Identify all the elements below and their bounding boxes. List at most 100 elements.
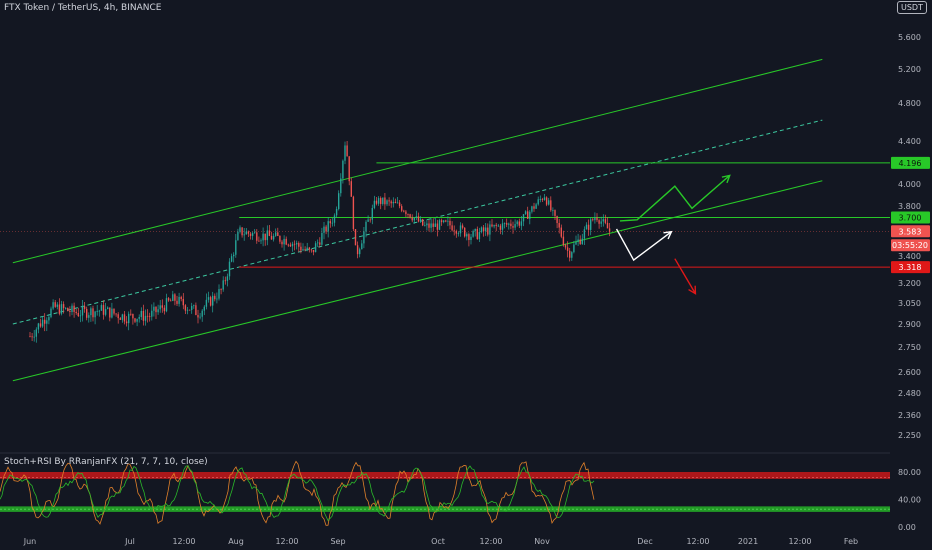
candle-body [346,145,348,157]
candle-body [499,225,502,230]
candle-body [403,210,405,212]
price-label-text: 03:55:20 [892,241,928,250]
candle-body [508,223,510,225]
candle-body [258,240,260,242]
candle-body [111,308,113,318]
candle-body [432,223,434,227]
candle-body [113,308,115,314]
candle-body [331,222,334,224]
candle-body [138,316,140,319]
time-tick-label: 12:00 [479,537,502,546]
candle-body [83,306,86,309]
candle-body [356,245,359,255]
candle-body [587,224,590,230]
candle-body [264,233,266,241]
price-tick-label: 3.400 [898,252,921,261]
indicator-band [0,472,890,479]
candle-body [291,243,294,247]
candle-body [151,310,153,317]
candle-body [485,227,487,232]
candle-body [516,221,518,225]
price-labels: 4.196 3.700 3.583 03:55:20 3.318 [891,156,930,274]
time-tick-label: Aug [228,537,244,546]
candle-body [134,318,136,322]
candle-body [239,227,241,232]
candle-body [501,223,504,230]
candle-body [96,311,98,312]
candle-body [243,234,245,236]
price-tick-label: 2.600 [898,368,921,377]
candle-body [241,227,243,236]
candle-body [46,320,48,324]
candle-body [592,219,594,221]
candle-body [373,200,376,208]
price-label-box [891,225,930,238]
candle-body [398,202,401,207]
candle-body [176,300,178,304]
candle-body [29,336,31,338]
candle-body [405,211,407,215]
candle-body [512,226,514,228]
candle-body [487,227,489,235]
projection-path [615,228,672,262]
candle-body [184,305,187,311]
candle-body [453,230,455,232]
candle-body [314,243,317,253]
candle-body [212,295,214,306]
candle-body [478,232,481,240]
candle-body [365,221,367,232]
projection-path [674,258,697,295]
candle-body [254,232,256,234]
time-tick-label: Jun [23,537,37,546]
candle-body [109,307,111,318]
candle-body [119,318,121,320]
candle-body [159,305,161,310]
candle-body [388,200,390,202]
rsi-line [0,465,595,522]
candle-body [380,198,382,204]
candle-body [489,224,491,235]
candle-body [287,244,289,246]
candle-body [497,225,499,227]
candle-body [583,229,586,239]
candle-body [193,305,195,307]
time-tick-label: Nov [534,537,550,546]
candle-body [37,323,40,330]
candle-body [94,311,96,318]
indicator-axis: 80.00 40.00 0.00 [898,468,921,532]
candle-body [128,313,130,324]
candle-body [447,220,449,222]
projection-arrowhead [663,230,673,240]
candle-body [132,313,134,319]
candle-body [178,296,180,304]
currency-badge[interactable]: USDT [897,1,927,14]
candle-body [455,230,457,234]
candle-body [482,227,485,232]
price-label-box [891,239,930,252]
candle-body [495,224,497,226]
candle-body [392,201,394,204]
candle-body [281,241,283,245]
candle-body [186,309,189,311]
candle-body [69,311,71,313]
candle-body [245,231,247,235]
candle-body [262,233,264,241]
candle-body [327,221,329,232]
candle-body [443,220,445,223]
price-tick-label: 4.400 [898,137,921,146]
candle-body [333,215,336,223]
candle-body [308,247,310,250]
candle-body [207,297,210,300]
candle-body [344,145,346,161]
candle-body [247,231,250,234]
candle-body [302,249,304,251]
candle-body [130,313,132,315]
candle-body [199,316,201,318]
candle-body [434,223,436,227]
stoch-line [0,460,595,526]
candle-body [493,224,495,227]
price-label-text: 3.583 [899,227,922,236]
candle-body [419,219,422,222]
time-tick-label: Oct [431,537,445,546]
